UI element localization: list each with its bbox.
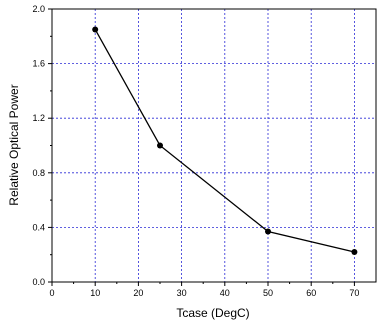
x-tick-label: 10 xyxy=(90,288,100,298)
plot-border xyxy=(51,8,377,283)
x-tick-label: 30 xyxy=(177,288,187,298)
y-tick-label: 0.4 xyxy=(32,222,45,232)
y-tick-label: 2.0 xyxy=(32,4,45,14)
x-tick-label: 40 xyxy=(220,288,230,298)
data-point xyxy=(351,248,358,255)
plot-frame xyxy=(51,8,377,283)
y-tick-label: 1.6 xyxy=(32,59,45,69)
x-tick-label: 0 xyxy=(49,288,54,298)
x-tick-label: 20 xyxy=(133,288,143,298)
y-axis-title: Relative Optical Power xyxy=(7,84,21,205)
x-tick-label: 50 xyxy=(263,288,273,298)
grid-lines xyxy=(52,8,376,282)
data-point xyxy=(157,142,163,149)
y-tick-label: 0.8 xyxy=(32,168,45,178)
data-series xyxy=(92,26,358,255)
x-ticks: 0 10 20 30 40 50 60 70 xyxy=(49,282,359,298)
y-tick-label: 1.2 xyxy=(32,113,45,123)
x-tick-label: 70 xyxy=(349,288,359,298)
y-tick-label: 0.0 xyxy=(32,277,45,287)
data-point xyxy=(92,26,99,33)
data-point xyxy=(265,228,271,235)
x-tick-label: 60 xyxy=(306,288,316,298)
y-ticks: 0.0 0.4 0.8 1.2 1.6 2.0 xyxy=(32,4,52,287)
x-axis-title: Tcase (DegC) xyxy=(176,306,249,320)
series-line xyxy=(94,29,355,253)
